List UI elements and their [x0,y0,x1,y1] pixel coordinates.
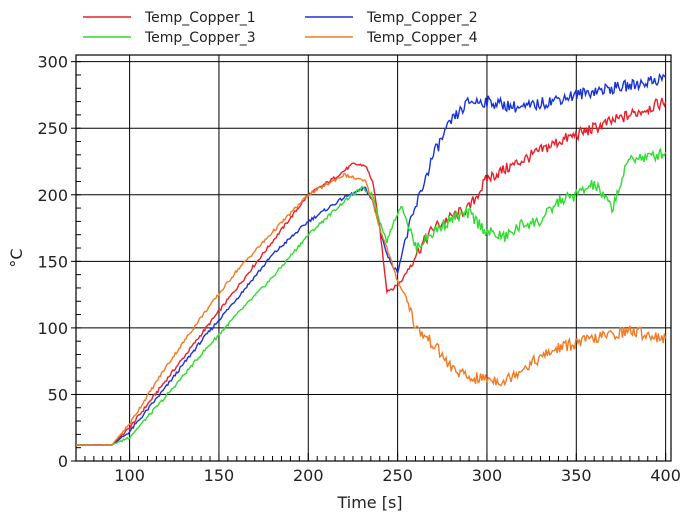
x-tick-label: 200 [293,466,324,485]
plot-frame [76,55,671,461]
y-tick-label: 50 [48,385,68,404]
x-tick-label: 400 [650,466,681,485]
plot-area [76,55,671,461]
y-axis: 0 50 100 150 200 250 300 [37,53,81,471]
y-tick-label: 100 [37,319,68,338]
x-tick-label: 300 [472,466,503,485]
y-tick-label: 200 [37,186,68,205]
x-axis-label: Time [s] [336,493,402,512]
legend-label: Temp_Copper_4 [366,30,478,46]
legend-label: Temp_Copper_1 [144,10,256,26]
y-tick-label: 150 [37,252,68,271]
legend: Temp_Copper_1 Temp_Copper_2 Temp_Copper_3 T… [83,10,478,46]
y-tick-label: 0 [58,452,68,471]
y-axis-label: °C [7,248,26,267]
x-tick-label: 250 [382,466,413,485]
legend-label: Temp_Copper_3 [144,30,256,46]
legend-label: Temp_Copper_2 [366,10,478,26]
x-tick-label: 350 [561,466,592,485]
y-tick-label: 300 [37,53,68,72]
x-tick-label: 100 [114,466,145,485]
x-tick-label: 150 [204,466,235,485]
y-tick-label: 250 [37,119,68,138]
